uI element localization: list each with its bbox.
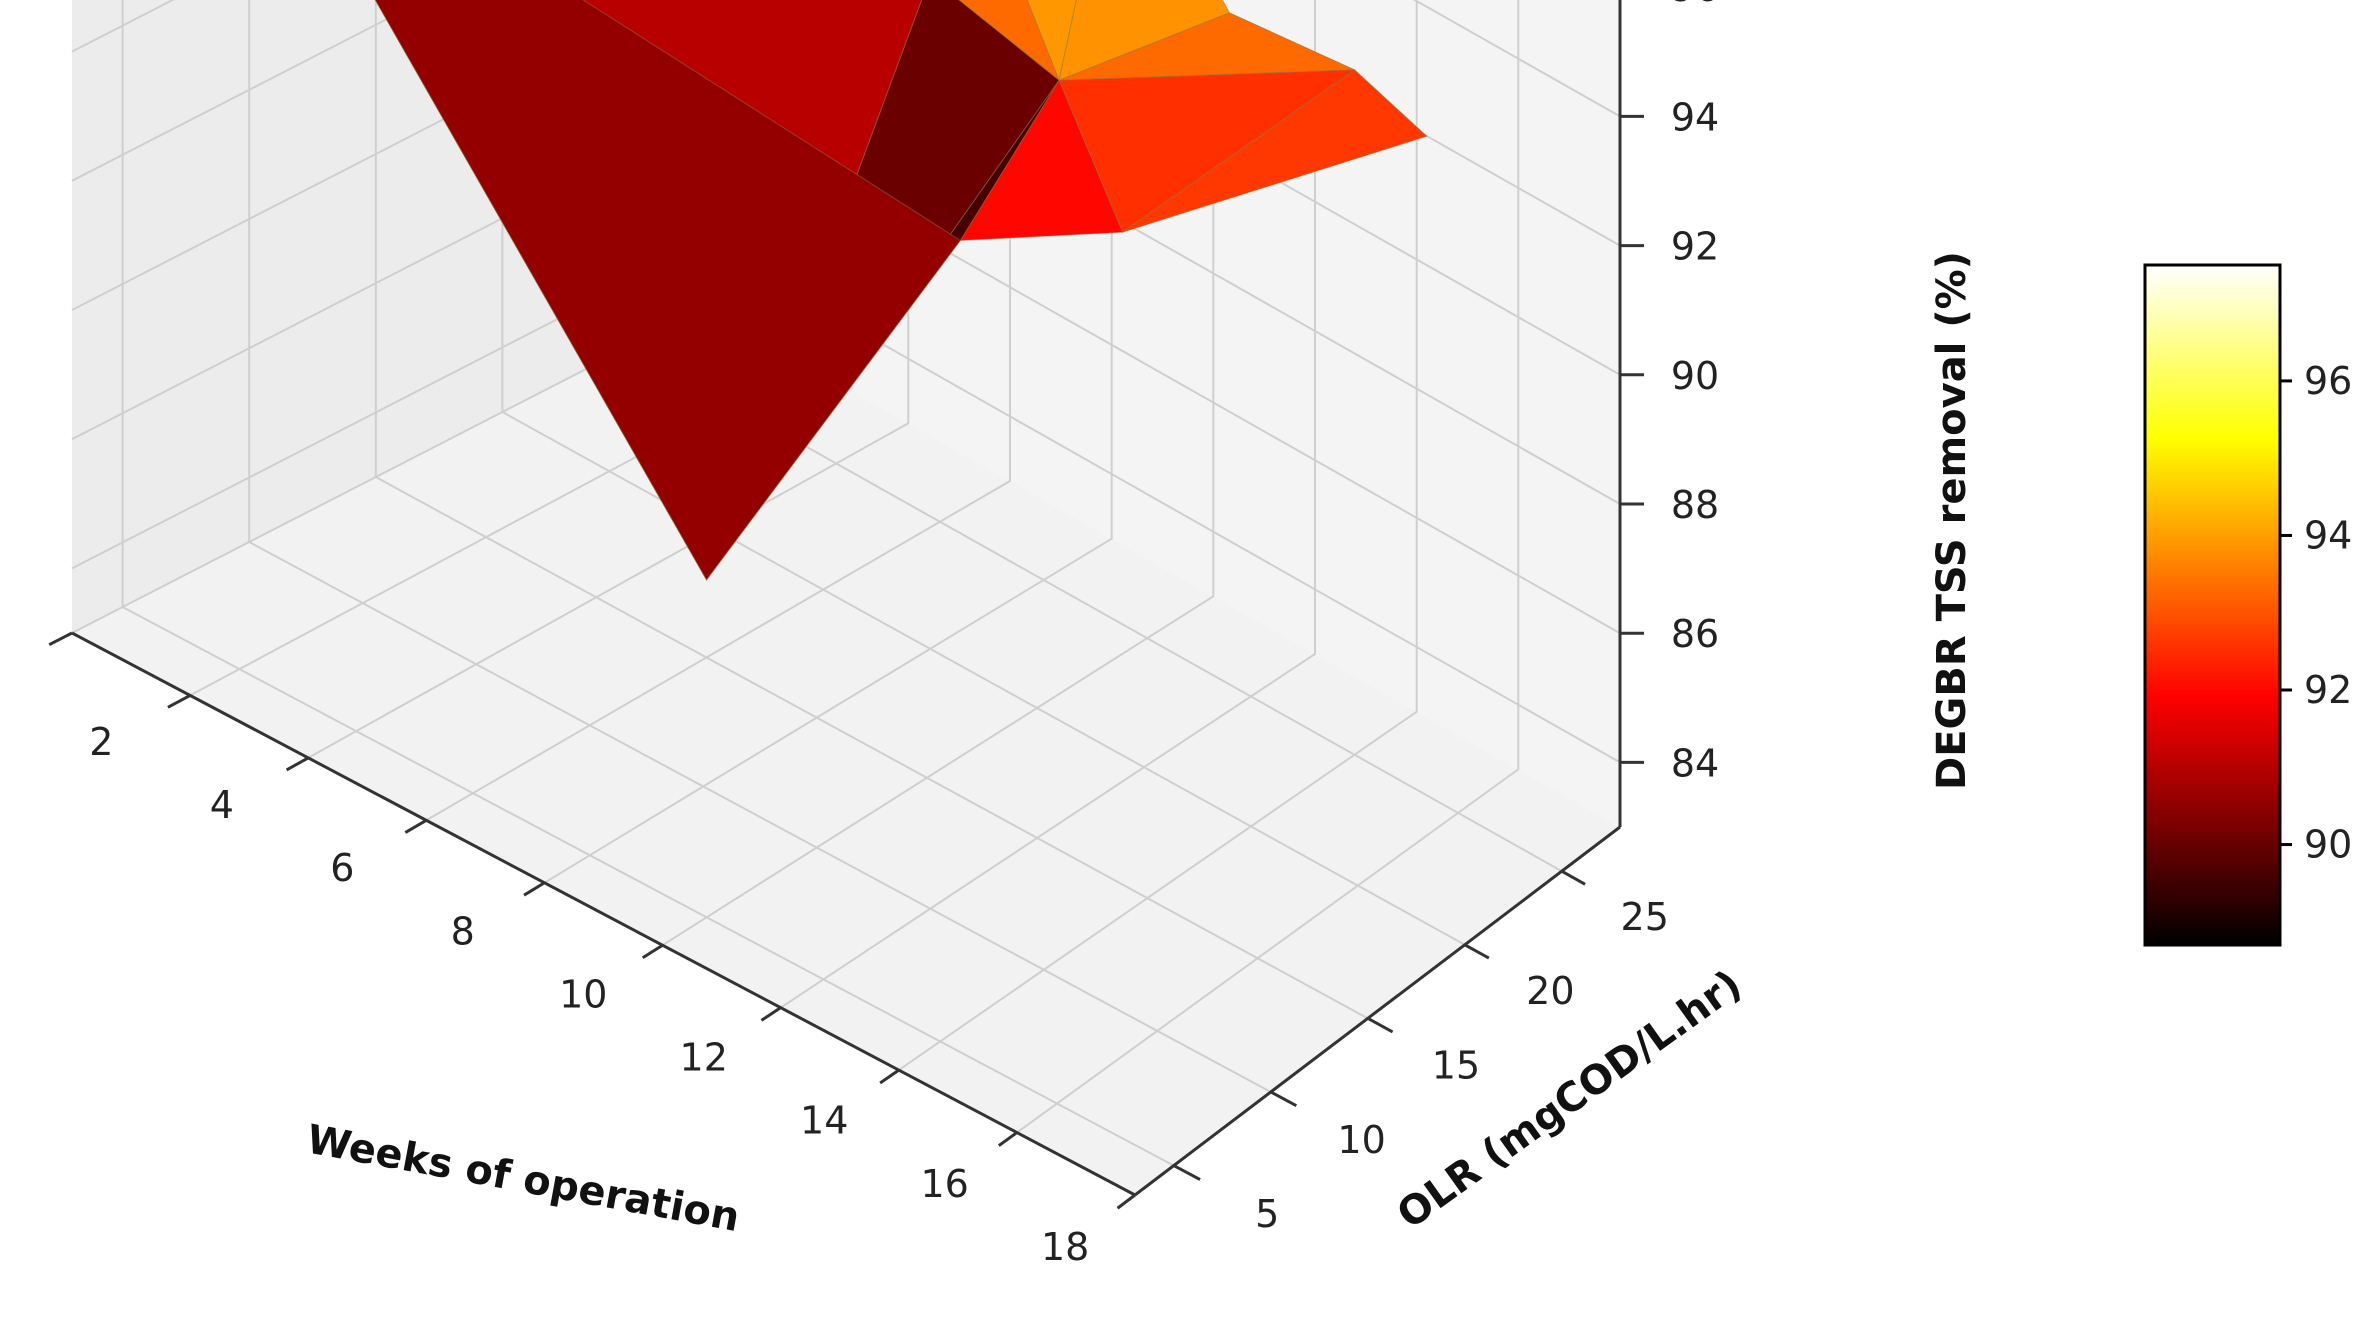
colorbar-tick-label: 94 xyxy=(2304,513,2352,557)
grid-line-x xyxy=(898,0,1418,1071)
grid-line-x xyxy=(780,0,1316,1009)
y-tick-label: 15 xyxy=(1432,1043,1480,1087)
z-tick-label: 88 xyxy=(1671,483,1719,527)
grid-line-y xyxy=(121,0,1175,1167)
x-tick xyxy=(997,1131,1018,1147)
x-tick-label: 8 xyxy=(451,909,475,953)
x-tick xyxy=(879,1068,900,1085)
surface-facet xyxy=(374,0,962,581)
y-tick xyxy=(1173,1164,1201,1181)
grid-line-z xyxy=(71,0,1621,505)
floor-pane xyxy=(72,308,1620,1195)
x-tick-label: 14 xyxy=(800,1099,848,1143)
y-tick xyxy=(1464,943,1490,960)
y-tick-label: 25 xyxy=(1621,895,1669,939)
colorbar: 90 92 94 96 xyxy=(2143,263,2352,947)
grid-line-x xyxy=(662,0,1215,947)
x-axis-label: Weeks of operation xyxy=(303,1117,743,1241)
z-axis-label: DEGBR TSS removal (%) xyxy=(1929,251,1975,790)
x-tick-label: 10 xyxy=(559,972,607,1016)
z-tick-label: 96 xyxy=(1671,0,1719,10)
y-tick xyxy=(1561,869,1586,886)
x-tick xyxy=(641,943,664,960)
x-tick xyxy=(285,756,309,772)
x-tick xyxy=(48,631,73,647)
grid-line-x xyxy=(307,0,910,759)
surface xyxy=(374,0,1428,582)
grid-line-x xyxy=(1016,0,1520,1134)
grid-line-y xyxy=(374,0,1369,1020)
surface-facet xyxy=(1026,0,1077,83)
colorbar-tick-label: 92 xyxy=(2304,668,2352,712)
x-axis-line xyxy=(71,631,1136,1197)
z-tick-label: 86 xyxy=(1671,612,1719,656)
x-tick xyxy=(1116,1193,1136,1210)
colorbar-bar xyxy=(2143,263,2282,947)
z-tick-label: 84 xyxy=(1671,741,1719,785)
colorbar-tick-label: 90 xyxy=(2304,823,2352,867)
x-tick-label: 12 xyxy=(680,1036,728,1080)
z-tick-label: 90 xyxy=(1671,354,1719,398)
x-tick-label: 18 xyxy=(1041,1225,1089,1269)
x-tick xyxy=(167,694,191,709)
x-tick-label: 2 xyxy=(89,720,113,764)
y-tick xyxy=(1270,1090,1298,1108)
x-tick xyxy=(404,819,428,834)
x-tick xyxy=(760,1006,782,1022)
grid-line-x xyxy=(425,0,1011,822)
y-tick-label: 5 xyxy=(1255,1192,1279,1236)
x-tick-label: 16 xyxy=(921,1162,969,1206)
y-tick-label: 20 xyxy=(1526,969,1574,1013)
grid-line-y xyxy=(248,0,1272,1093)
z-tick-label: 94 xyxy=(1671,95,1719,139)
y-tick xyxy=(1367,1017,1394,1034)
z-tick-label: 92 xyxy=(1671,225,1719,269)
grid-line-z xyxy=(71,0,1621,376)
x-tick-label: 6 xyxy=(330,846,354,890)
grid-line-x xyxy=(543,0,1113,884)
x-tick xyxy=(523,881,546,897)
grid-line-y xyxy=(501,0,1466,946)
y-tick-label: 10 xyxy=(1337,1118,1385,1162)
x-tick-label: 4 xyxy=(210,783,234,827)
axes: 0246810121416185101520258486889092949698 xyxy=(48,0,1719,1269)
y-axis-line xyxy=(1134,825,1621,1197)
colorbar-tick-label: 96 xyxy=(2304,359,2352,403)
